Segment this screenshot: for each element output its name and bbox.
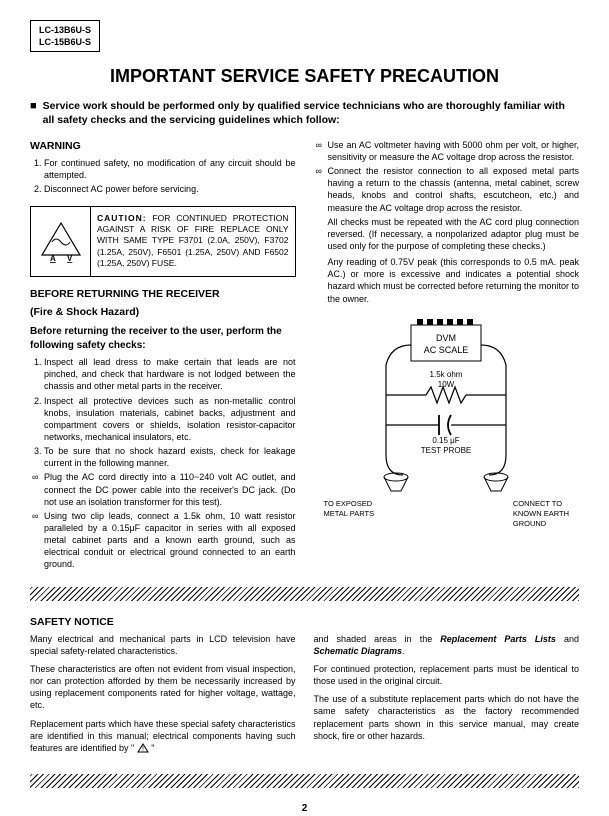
hatch-divider <box>30 774 579 788</box>
svg-text:0.15 μF: 0.15 μF <box>433 436 460 445</box>
right-para-1: All checks must be repeated with the AC … <box>314 216 580 252</box>
safety-right-p1: and shaded areas in the Replacement Part… <box>314 633 580 657</box>
before-lead: Before returning the receiver to the use… <box>30 325 296 352</box>
before-sub: (Fire & Shock Hazard) <box>30 305 296 319</box>
before-num-item: To be sure that no shock hazard exists, … <box>44 445 296 469</box>
triangle-icon: ! <box>137 743 149 753</box>
safety-left-p2: These characteristics are often not evid… <box>30 663 296 712</box>
before-bullet-item: Using two clip leads, connect a 1.5k ohm… <box>44 510 296 571</box>
page-number: 2 <box>30 802 579 816</box>
model-line-2: LC-15B6U-S <box>39 36 91 48</box>
warning-list: For continued safety, no modification of… <box>30 157 296 195</box>
caution-text: CAUTION: FOR CONTINUED PROTECTION AGAINS… <box>91 207 295 276</box>
diagram-right-label: CONNECT TO KNOWN EARTH GROUND <box>513 499 569 529</box>
warning-item: For continued safety, no modification of… <box>44 157 296 181</box>
right-bullet-item: Use an AC voltmeter having with 5000 ohm… <box>328 139 580 163</box>
safety-right-p3: The use of a substitute replacement part… <box>314 693 580 742</box>
safety-left-p3: Replacement parts which have these speci… <box>30 718 296 754</box>
page-title: IMPORTANT SERVICE SAFETY PRECAUTION <box>30 64 579 88</box>
svg-text:10W: 10W <box>438 380 455 389</box>
caution-box: A V CAUTION: FOR CONTINUED PROTECTION AG… <box>30 206 296 277</box>
before-num-list: Inspect all lead dress to make certain t… <box>30 356 296 469</box>
safety-heading: SAFETY NOTICE <box>30 615 579 629</box>
before-heading: BEFORE RETURNING THE RECEIVER <box>30 287 296 301</box>
right-bullet-item: Connect the resistor connection to all e… <box>328 165 580 214</box>
diagram-left-label: TO EXPOSED METAL PARTS <box>324 499 375 529</box>
svg-text:V: V <box>67 254 73 263</box>
svg-text:A: A <box>50 254 56 263</box>
svg-text:DVM: DVM <box>436 333 456 343</box>
right-para-2: Any reading of 0.75V peak (this correspo… <box>314 256 580 305</box>
square-bullet-icon: ■ <box>30 99 37 114</box>
model-box: LC-13B6U-S LC-15B6U-S <box>30 20 100 52</box>
warning-item: Disconnect AC power before servicing. <box>44 183 296 195</box>
intro-text: Service work should be performed only by… <box>43 99 579 127</box>
safety-right-p2: For continued protection, replacement pa… <box>314 663 580 687</box>
diagram-labels: TO EXPOSED METAL PARTS CONNECT TO KNOWN … <box>314 499 580 529</box>
svg-text:TEST PROBE: TEST PROBE <box>421 446 472 455</box>
before-bullet-list: Plug the AC cord directly into a 110~240… <box>30 471 296 570</box>
caution-icon: A V <box>31 207 91 276</box>
before-bullet-item: Plug the AC cord directly into a 110~240… <box>44 471 296 507</box>
before-num-item: Inspect all lead dress to make certain t… <box>44 356 296 392</box>
safety-left-p1: Many electrical and mechanical parts in … <box>30 633 296 657</box>
svg-text:AC SCALE: AC SCALE <box>424 345 469 355</box>
test-circuit-diagram: DVM AC SCALE 1.5k ohm 10W 0.15 μF TEST P… <box>314 315 580 529</box>
hatch-divider <box>30 587 579 601</box>
model-line-1: LC-13B6U-S <box>39 24 91 36</box>
right-bullet-list: Use an AC voltmeter having with 5000 ohm… <box>314 139 580 214</box>
warning-heading: WARNING <box>30 139 296 153</box>
svg-text:1.5k ohm: 1.5k ohm <box>430 370 463 379</box>
intro-block: ■ Service work should be performed only … <box>30 99 579 127</box>
before-num-item: Inspect all protective devices such as n… <box>44 395 296 444</box>
caution-label: CAUTION: <box>97 213 147 223</box>
svg-text:!: ! <box>142 746 144 753</box>
